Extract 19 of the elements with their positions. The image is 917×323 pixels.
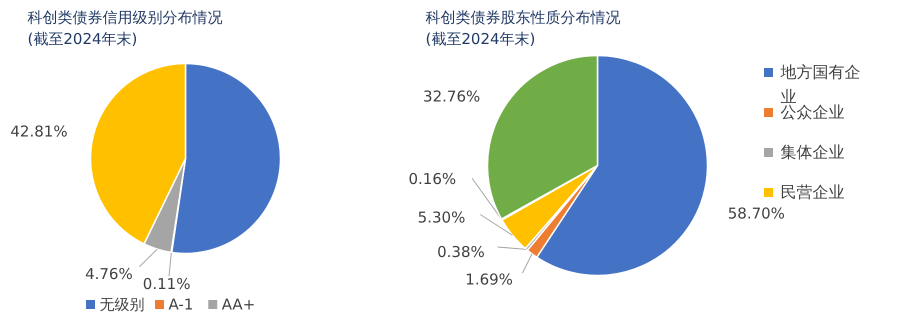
- legend-label: 集体企业: [780, 142, 844, 162]
- legend-label: A-1: [168, 296, 194, 314]
- data-label: 58.70%: [728, 204, 785, 223]
- data-label: 0.11%: [142, 275, 190, 294]
- chart-title: 科创类债券股东性质分布情况: [426, 8, 620, 26]
- chart-subtitle: (截至2024年末): [426, 30, 536, 48]
- data-label: 0.16%: [408, 170, 456, 188]
- data-label: 1.69%: [465, 270, 513, 289]
- legend-label: 民营企业: [780, 182, 844, 202]
- data-label: 42.81%: [10, 122, 68, 140]
- legend-label: 无级别: [100, 296, 144, 314]
- chart-title: 科创类债券信用级别分布情况: [28, 8, 222, 26]
- legend-label: AA+: [222, 296, 256, 314]
- data-label: 5.30%: [418, 208, 466, 226]
- data-label: 32.76%: [423, 88, 480, 106]
- data-label: 4.76%: [85, 265, 133, 284]
- legend-label: 公众企业: [780, 102, 844, 122]
- chart-subtitle: (截至2024年末): [28, 30, 138, 48]
- data-label: 0.38%: [437, 242, 485, 261]
